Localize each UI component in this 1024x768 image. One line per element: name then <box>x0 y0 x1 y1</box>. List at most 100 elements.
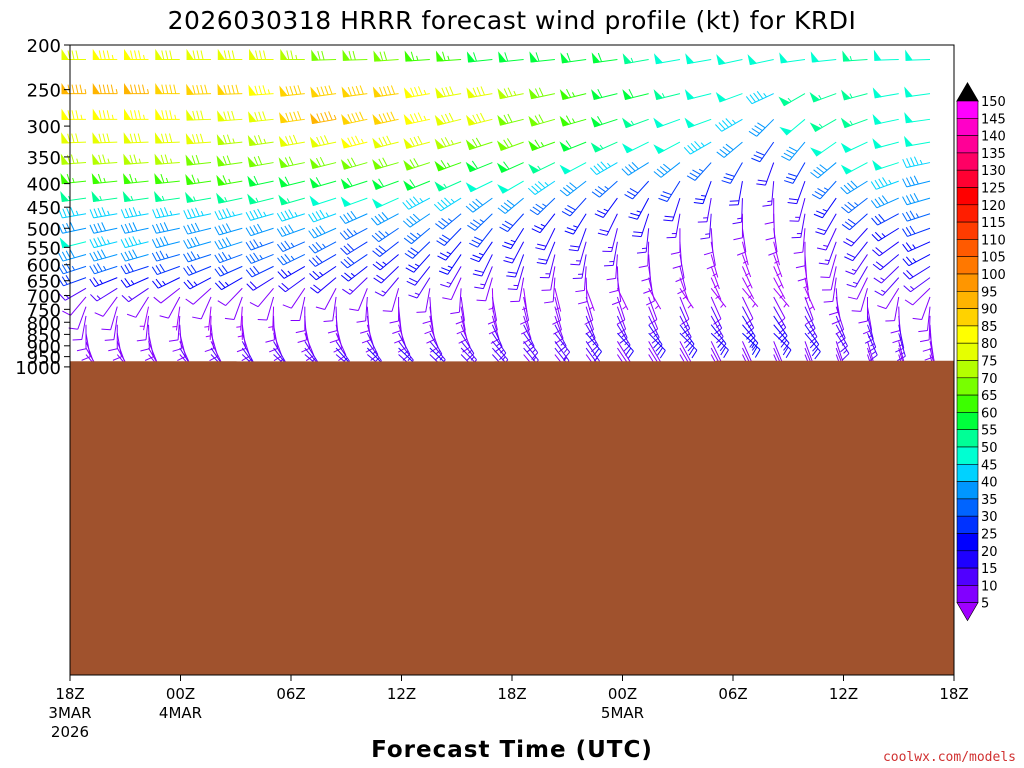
wind-barb <box>122 190 149 202</box>
wind-barb <box>544 277 556 304</box>
wind-barb <box>840 162 868 175</box>
wind-barb <box>151 263 180 276</box>
wind-barb <box>716 54 743 66</box>
wind-barb <box>903 277 931 293</box>
wind-barb <box>309 156 337 169</box>
chart-title: 2026030318 HRRR forecast wind profile (k… <box>168 6 857 35</box>
wind-barb <box>465 160 493 173</box>
colorbar-label: 130 <box>981 164 1006 179</box>
wind-barb <box>710 287 727 308</box>
wind-barb <box>818 241 837 265</box>
wind-barb <box>531 213 556 234</box>
wind-barb <box>575 266 587 293</box>
wind-barb <box>408 277 431 299</box>
wind-barb <box>438 254 462 275</box>
wind-barb <box>108 324 118 352</box>
wind-barb <box>873 266 900 284</box>
y-tick-label: 500 <box>27 219 61 240</box>
surface-terrain <box>70 360 954 675</box>
wind-barb <box>91 173 118 185</box>
wind-barb <box>154 190 180 202</box>
wind-barb <box>715 91 743 103</box>
wind-barb <box>498 51 524 63</box>
wind-barb <box>554 324 567 353</box>
y-tick-label: 250 <box>27 81 61 102</box>
wind-barb <box>804 324 820 352</box>
wind-barb <box>497 180 524 194</box>
wind-barb <box>245 252 274 264</box>
wind-barb <box>472 254 493 277</box>
wind-barb <box>280 48 305 60</box>
wind-barb <box>679 324 695 352</box>
x-tick-label: 06Z <box>276 685 305 703</box>
wind-barb <box>902 156 931 169</box>
wind-barb <box>873 49 899 61</box>
wind-barb <box>835 332 850 361</box>
y-tick-label: 900 <box>27 337 61 358</box>
wind-barb <box>308 225 337 239</box>
wind-barb <box>497 113 524 126</box>
wind-barb <box>349 288 368 312</box>
wind-barb <box>597 213 618 236</box>
wind-barb <box>92 132 118 144</box>
wind-barb <box>496 161 524 173</box>
wind-barb <box>277 240 306 253</box>
wind-barb <box>440 266 462 288</box>
wind-barb <box>621 141 649 154</box>
wind-barb <box>356 296 368 323</box>
wind-barb <box>528 139 556 151</box>
wind-barb <box>374 277 399 297</box>
colorbar-label: 25 <box>981 528 998 543</box>
wind-barb <box>186 109 212 121</box>
wind-barb <box>153 287 181 304</box>
wind-barb <box>496 138 524 151</box>
y-tick-label: 1000 <box>15 358 61 379</box>
wind-barb <box>847 277 868 300</box>
wind-barb <box>214 265 243 277</box>
wind-barb <box>308 254 337 267</box>
wind-barb <box>268 306 275 331</box>
wind-barb <box>622 117 649 129</box>
wind-barb <box>154 173 180 185</box>
wind-barb <box>214 237 243 250</box>
wind-barb <box>403 179 431 191</box>
wind-barb <box>732 198 743 225</box>
wind-barb <box>308 241 337 254</box>
wind-barb <box>341 85 368 98</box>
wind-barb <box>340 177 368 190</box>
wind-barb <box>840 117 868 129</box>
wind-barb <box>679 306 691 335</box>
wind-barb <box>870 195 899 209</box>
wind-barb <box>811 180 837 200</box>
wind-barb <box>733 213 743 241</box>
wind-barb <box>741 266 753 289</box>
wind-barb <box>591 180 618 198</box>
wind-barb <box>841 197 868 214</box>
wind-barb <box>90 287 118 302</box>
wind-barb <box>804 296 814 325</box>
colorbar-swatch <box>956 325 979 344</box>
wind-barb <box>594 197 618 218</box>
wind-barb <box>217 110 243 122</box>
wind-barb <box>846 266 868 288</box>
wind-barb <box>902 241 931 253</box>
wind-barb <box>466 112 493 126</box>
wind-barb <box>490 315 500 344</box>
colorbar-label: 80 <box>981 337 998 352</box>
wind-barb <box>648 332 666 359</box>
wind-barb <box>152 222 180 234</box>
colorbar-label: 70 <box>981 372 998 387</box>
wind-barb <box>72 315 87 341</box>
wind-barb <box>912 296 931 321</box>
wind-barb <box>224 296 243 321</box>
colorbar-swatch <box>956 515 979 534</box>
wind-barb <box>282 287 306 309</box>
wind-barb <box>748 118 775 137</box>
wind-barb <box>815 213 837 236</box>
wind-barb <box>663 197 681 222</box>
wind-barb <box>683 140 712 155</box>
wind-barb <box>554 332 571 360</box>
wind-barb <box>123 153 149 165</box>
wind-barb <box>591 88 618 101</box>
wind-barb <box>436 227 462 246</box>
